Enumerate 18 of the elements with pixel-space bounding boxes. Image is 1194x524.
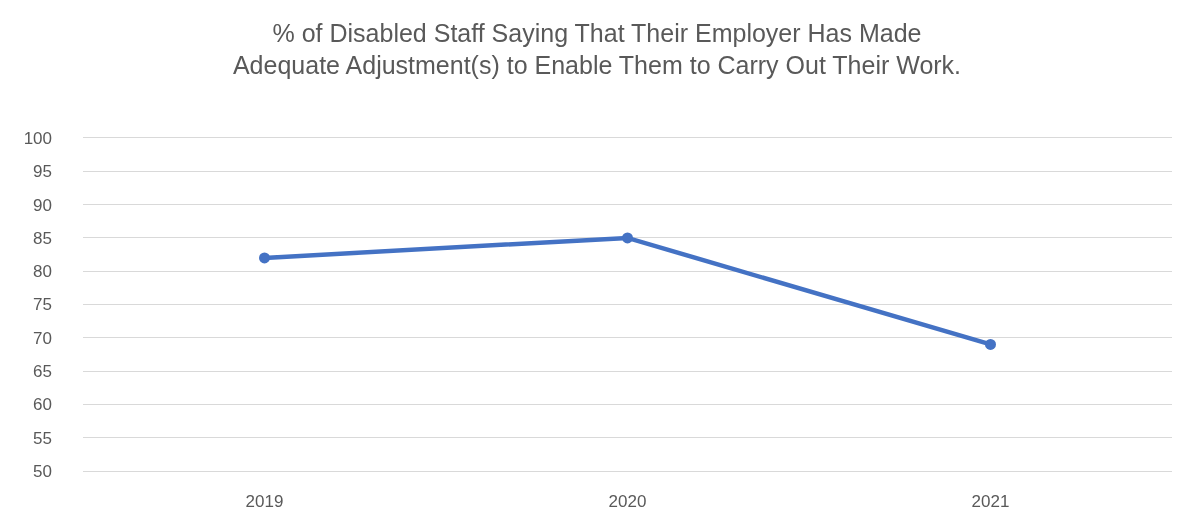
y-tick-label: 65 — [33, 362, 52, 382]
y-tick-label: 80 — [33, 262, 52, 282]
point — [985, 338, 996, 350]
y-tick-label: 70 — [33, 328, 52, 348]
y-tick-label: 95 — [33, 162, 52, 182]
y-tick-label: 55 — [33, 428, 52, 448]
y-tick-label: 60 — [33, 395, 52, 415]
point — [622, 232, 633, 244]
y-tick-label: 85 — [33, 228, 52, 248]
y-tick-label: 50 — [33, 461, 52, 481]
y-tick-label: 100 — [23, 128, 52, 148]
y-tick-label: 90 — [33, 195, 52, 215]
y-tick-label: 75 — [33, 295, 52, 315]
x-tick-label: 2019 — [245, 491, 284, 511]
x-tick-label: 2020 — [608, 491, 647, 511]
x-tick-label: 2021 — [971, 491, 1010, 511]
chart-title: % of Disabled Staff Saying That Their Employer Has Made Adequate Adjustment(s) to Enable Them to Carry Out Their Work. — [232, 18, 962, 80]
point — [259, 252, 270, 264]
